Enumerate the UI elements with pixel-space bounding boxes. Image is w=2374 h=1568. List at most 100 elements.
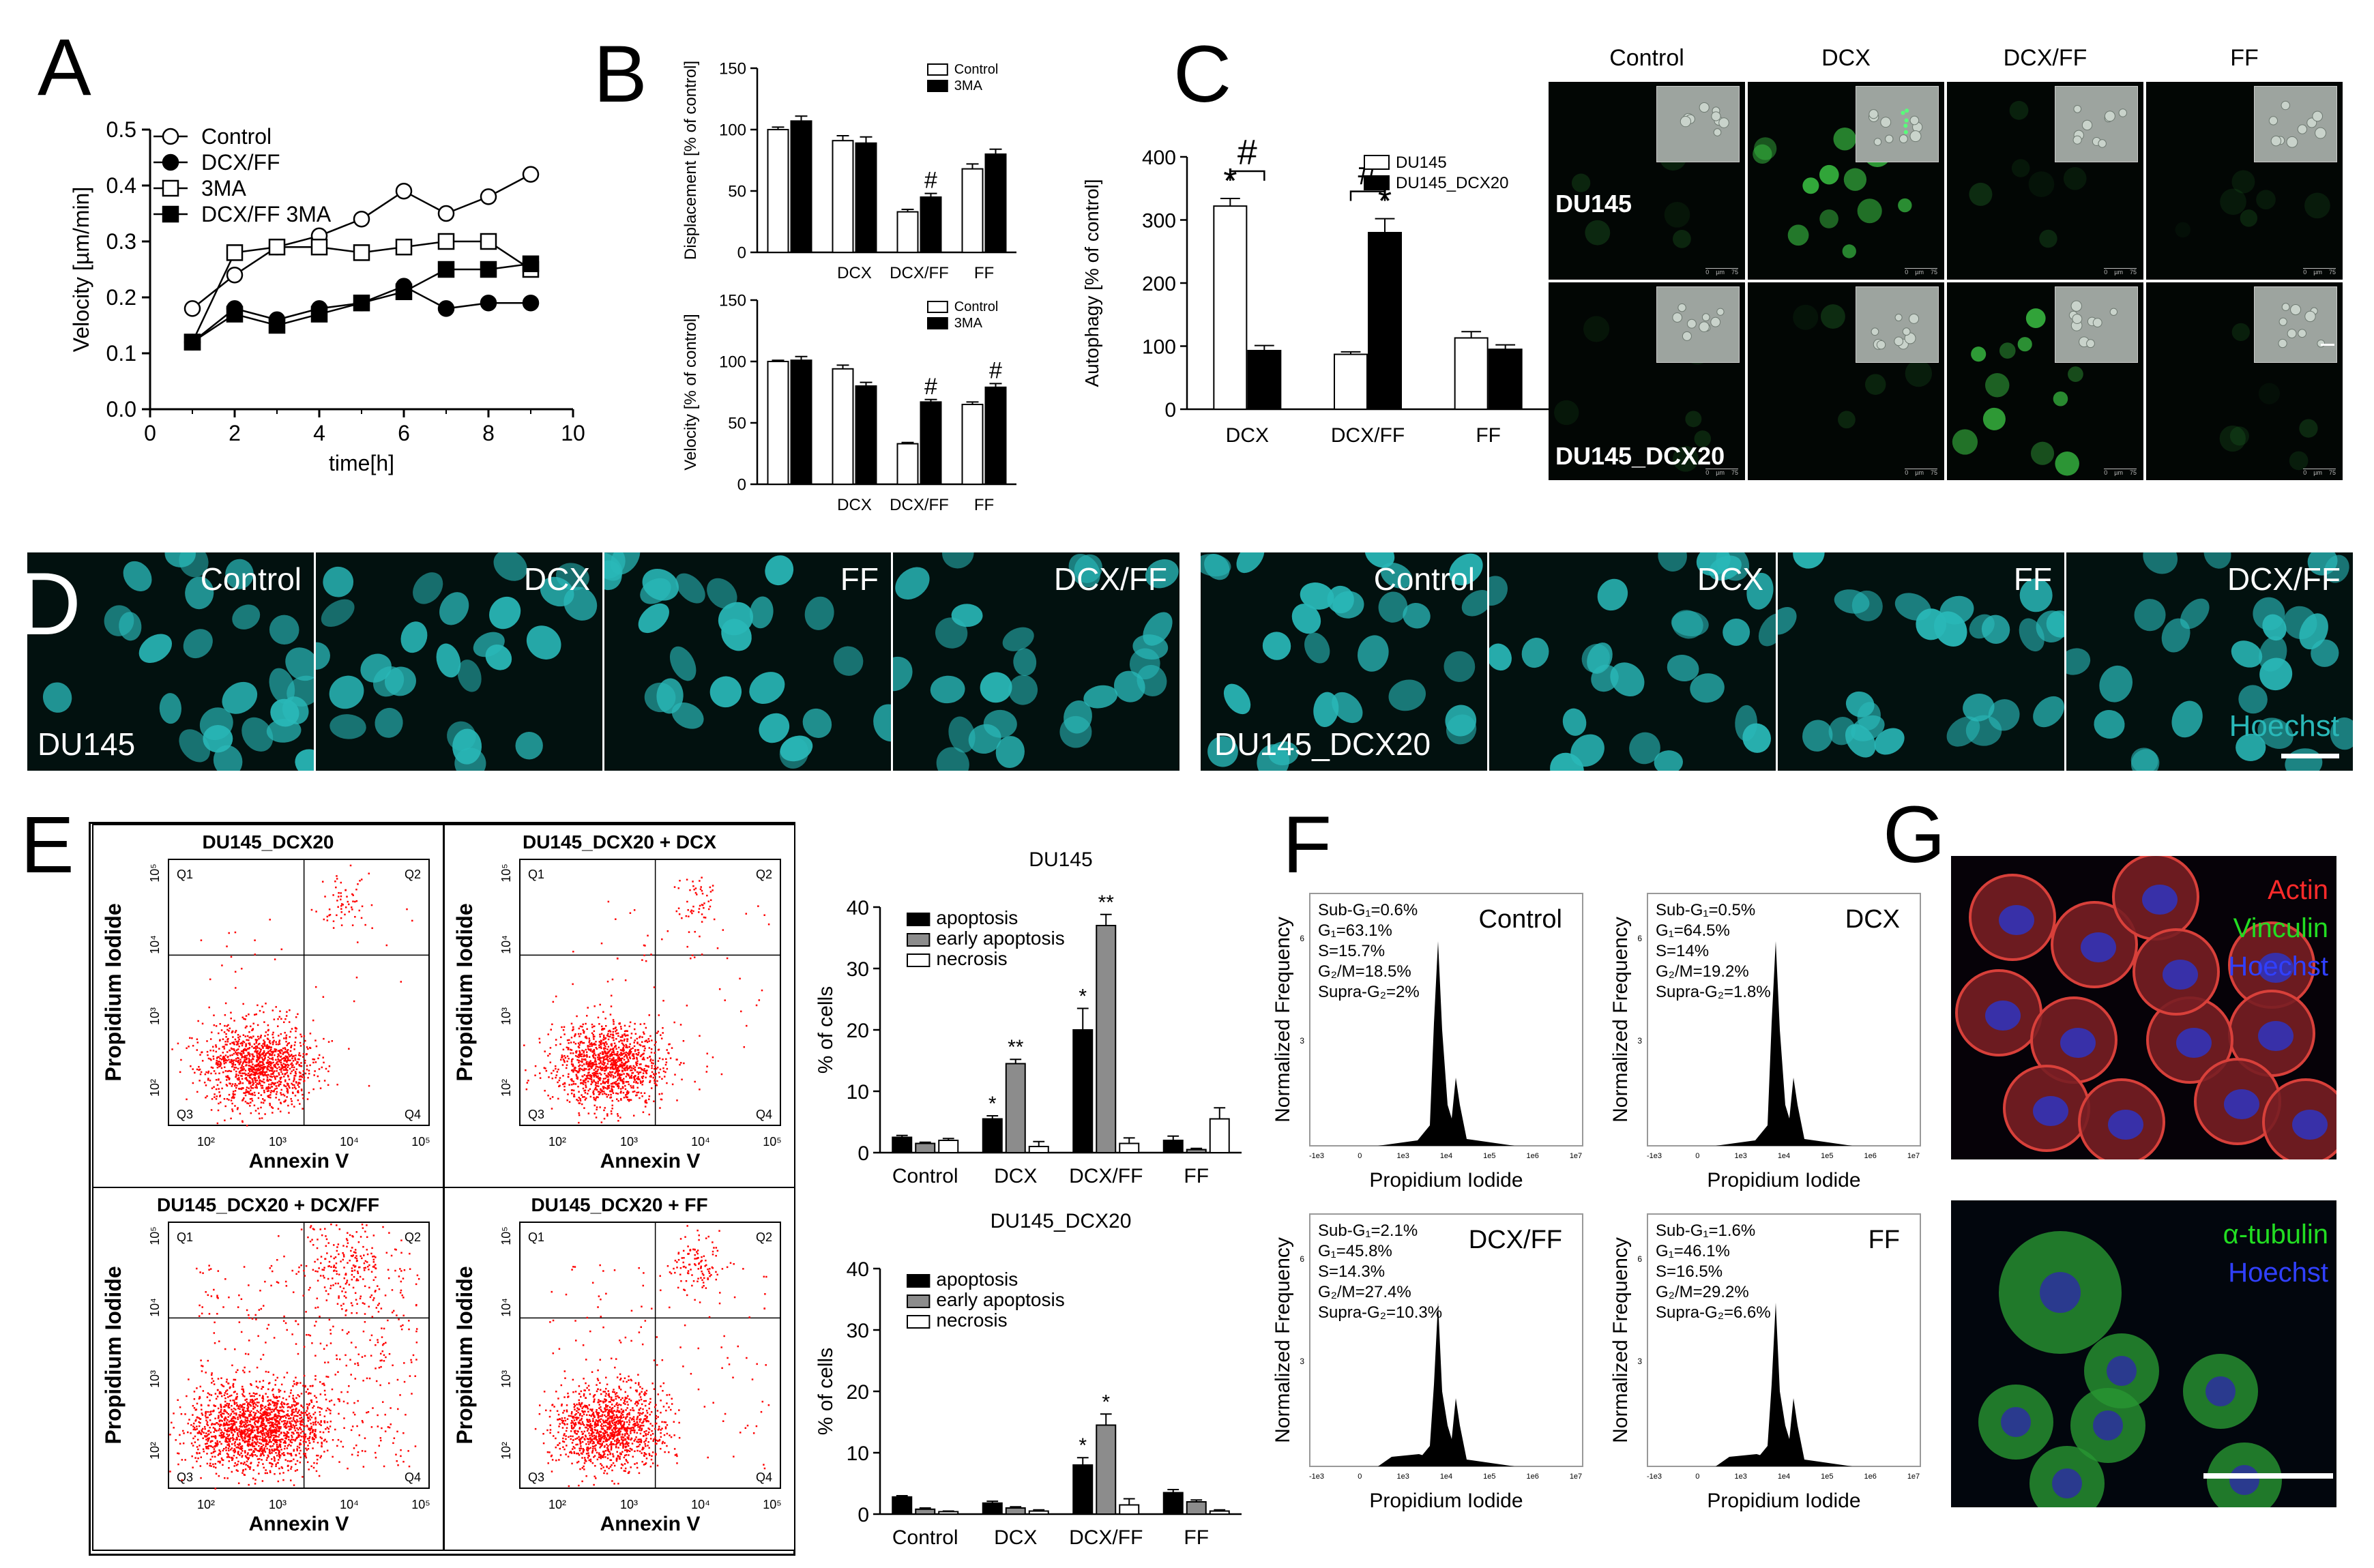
event-dot bbox=[274, 1048, 276, 1051]
event-dot bbox=[237, 1453, 239, 1455]
event-dot bbox=[615, 1062, 617, 1064]
event-dot bbox=[323, 918, 325, 921]
event-dot bbox=[291, 1406, 293, 1408]
event-dot bbox=[235, 1049, 238, 1051]
event-dot bbox=[622, 1065, 625, 1067]
event-dot bbox=[611, 978, 614, 981]
event-dot bbox=[642, 1045, 644, 1048]
event-dot bbox=[604, 1052, 606, 1054]
event-dot bbox=[265, 1086, 268, 1089]
event-dot bbox=[278, 1066, 280, 1068]
event-dot bbox=[617, 1078, 619, 1080]
event-dot bbox=[248, 1435, 251, 1438]
event-dot bbox=[613, 1053, 615, 1055]
event-dot bbox=[592, 1091, 594, 1094]
event-dot bbox=[198, 1421, 200, 1423]
event-dot bbox=[690, 909, 693, 912]
event-dot bbox=[596, 1070, 598, 1073]
event-dot bbox=[257, 1065, 259, 1067]
event-dot bbox=[273, 1450, 275, 1452]
event-dot bbox=[310, 908, 313, 911]
event-dot bbox=[297, 1432, 299, 1434]
event-dot bbox=[577, 1046, 580, 1048]
event-dot bbox=[263, 1447, 266, 1449]
event-dot bbox=[248, 1059, 250, 1062]
event-dot bbox=[724, 999, 726, 1001]
nucleus bbox=[164, 552, 196, 567]
fluorescent-cell bbox=[1585, 220, 1611, 246]
inset-cell bbox=[1701, 313, 1710, 322]
x-tick-label: FF bbox=[1476, 424, 1501, 447]
event-dot bbox=[302, 1412, 305, 1414]
event-dot bbox=[225, 1033, 227, 1035]
event-dot bbox=[280, 1416, 282, 1418]
event-dot bbox=[225, 1036, 227, 1038]
event-dot bbox=[612, 1076, 615, 1079]
event-dot bbox=[284, 1047, 286, 1049]
event-dot bbox=[224, 1392, 226, 1394]
event-dot bbox=[264, 1113, 266, 1115]
nucleus bbox=[936, 747, 969, 771]
fluorescent-cell bbox=[2028, 171, 2055, 197]
event-dot bbox=[583, 1041, 585, 1044]
event-dot bbox=[642, 1111, 645, 1113]
nucleus bbox=[2203, 552, 2231, 569]
event-dot bbox=[233, 1041, 235, 1044]
event-dot bbox=[218, 1453, 220, 1455]
event-dot bbox=[252, 1429, 254, 1432]
event-dot bbox=[315, 911, 317, 913]
event-dot bbox=[269, 1431, 272, 1433]
event-dot bbox=[244, 1074, 247, 1076]
event-dot bbox=[604, 1055, 606, 1057]
event-dot bbox=[241, 1043, 244, 1045]
event-dot bbox=[262, 1463, 264, 1465]
event-dot bbox=[633, 1077, 636, 1080]
event-dot bbox=[666, 1049, 668, 1051]
event-dot bbox=[312, 1088, 314, 1091]
event-dot bbox=[218, 1449, 220, 1451]
event-dot bbox=[287, 1043, 289, 1045]
event-dot bbox=[248, 1457, 250, 1459]
event-dot bbox=[179, 1406, 181, 1408]
event-dot bbox=[257, 1458, 259, 1460]
event-dot bbox=[641, 1069, 644, 1071]
event-dot bbox=[599, 1035, 601, 1038]
event-dot bbox=[257, 1411, 260, 1413]
event-dot bbox=[563, 1085, 566, 1088]
event-dot bbox=[309, 1419, 311, 1421]
event-dot bbox=[278, 1451, 280, 1453]
event-dot bbox=[270, 1051, 273, 1053]
event-dot bbox=[624, 1063, 626, 1065]
event-dot bbox=[572, 1089, 575, 1092]
event-dot bbox=[602, 1081, 604, 1083]
event-dot bbox=[205, 1412, 207, 1415]
event-dot bbox=[271, 1458, 273, 1460]
event-dot bbox=[273, 1064, 275, 1067]
nucleus bbox=[316, 642, 330, 670]
event-dot bbox=[275, 1006, 277, 1008]
fluorescent-cell bbox=[1864, 374, 1886, 395]
event-dot bbox=[277, 1400, 280, 1402]
nucleus bbox=[2130, 748, 2158, 771]
nucleus bbox=[526, 625, 561, 660]
event-dot bbox=[220, 1419, 222, 1421]
event-dot bbox=[219, 1460, 221, 1463]
event-dot bbox=[287, 1083, 289, 1085]
event-dot bbox=[291, 1103, 293, 1106]
event-dot bbox=[276, 1417, 278, 1419]
event-dot bbox=[615, 1061, 618, 1064]
hoechst-svg bbox=[42, 552, 314, 771]
event-dot bbox=[276, 1454, 278, 1457]
nucleus bbox=[1629, 732, 1660, 765]
event-dot bbox=[606, 1085, 609, 1088]
event-dot bbox=[266, 1090, 269, 1093]
event-dot bbox=[267, 1436, 269, 1438]
nucleus bbox=[1521, 637, 1549, 668]
event-dot bbox=[280, 1069, 282, 1071]
event-dot bbox=[743, 1046, 746, 1048]
event-dot bbox=[269, 1057, 271, 1060]
event-dot bbox=[604, 1067, 606, 1069]
nucleus bbox=[183, 629, 213, 659]
